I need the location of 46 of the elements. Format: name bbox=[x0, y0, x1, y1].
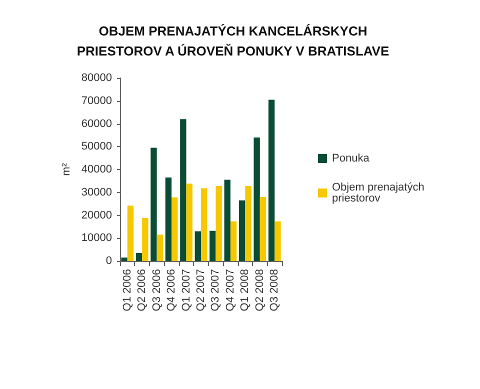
bar bbox=[268, 100, 275, 261]
y-tick-label: 60000 bbox=[81, 118, 112, 130]
bar bbox=[216, 186, 222, 261]
x-tick-label: Q3 2007 bbox=[210, 269, 222, 312]
x-tick-label: Q2 2007 bbox=[195, 269, 207, 312]
bar bbox=[136, 252, 142, 261]
x-tick-label: Q4 2006 bbox=[166, 269, 178, 312]
y-tick-label: 80000 bbox=[81, 72, 112, 84]
bar bbox=[156, 234, 164, 261]
x-tick-label: Q4 2007 bbox=[224, 269, 236, 312]
bar bbox=[150, 148, 157, 261]
y-tick-label: 10000 bbox=[81, 232, 112, 244]
bar bbox=[121, 258, 128, 261]
bar bbox=[254, 137, 260, 261]
bar bbox=[260, 196, 266, 261]
y-tick-label: 70000 bbox=[81, 94, 112, 107]
bar bbox=[172, 197, 178, 261]
legend-label: Ponuka bbox=[332, 152, 370, 164]
bar bbox=[165, 178, 172, 261]
y-tick-label: 0 bbox=[106, 255, 112, 267]
y-tick-label: 50000 bbox=[81, 140, 112, 153]
bar bbox=[127, 206, 134, 261]
chart-title: OBJEM PRENAJATÝCH KANCELÁRSKYCH PRIESTOROV A ÚROVEŇ PONUKY V BRATISLAVE bbox=[76, 24, 390, 58]
bar bbox=[180, 119, 186, 261]
x-tick-label: Q1 2006 bbox=[121, 269, 134, 312]
y-tick-label: 30000 bbox=[81, 186, 112, 198]
legend-label: Objem prenajatých priestorov bbox=[332, 182, 428, 204]
bar bbox=[210, 230, 216, 261]
bar bbox=[274, 221, 281, 261]
bar bbox=[186, 184, 192, 261]
bar bbox=[142, 218, 148, 261]
bar bbox=[224, 180, 230, 261]
bar bbox=[230, 221, 237, 261]
x-tick-label: Q2 2006 bbox=[136, 269, 148, 312]
y-axis-title: m² bbox=[60, 162, 72, 176]
y-tick-label: 20000 bbox=[81, 209, 112, 222]
x-tick-label: Q1 2008 bbox=[239, 269, 252, 312]
y-tick-label: 40000 bbox=[81, 164, 112, 176]
x-tick-label: Q3 2006 bbox=[150, 269, 163, 312]
bar bbox=[201, 188, 208, 261]
x-tick-label: Q1 2007 bbox=[180, 269, 192, 312]
bar bbox=[194, 231, 201, 261]
bar bbox=[238, 200, 246, 261]
x-tick-label: Q2 2008 bbox=[254, 269, 266, 312]
bar bbox=[245, 186, 252, 261]
x-tick-label: Q3 2008 bbox=[268, 269, 281, 312]
